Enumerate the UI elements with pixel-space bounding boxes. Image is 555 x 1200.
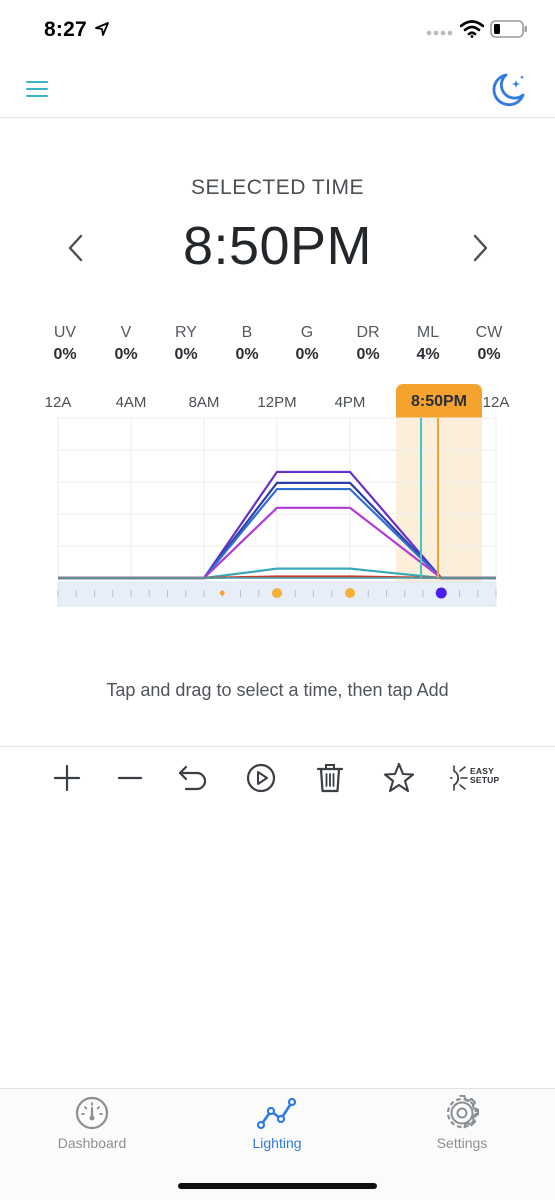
channel-name: V <box>120 324 132 341</box>
tick-label: 12A <box>482 394 510 411</box>
channel-name: RY <box>175 324 197 341</box>
action-toolbar: EASY SETUP <box>0 746 555 810</box>
favorite-star-icon[interactable] <box>382 761 416 795</box>
previous-time-chevron-icon[interactable] <box>62 230 88 266</box>
channel-value: 0% <box>53 346 77 363</box>
easy-setup-label: EASY SETUP <box>470 767 499 785</box>
channel-name: CW <box>475 324 503 341</box>
moon-stars-icon[interactable] <box>488 70 528 110</box>
tab-lighting[interactable]: Lighting <box>217 1095 337 1165</box>
tab-dashboard[interactable]: Dashboard <box>32 1095 152 1165</box>
channel-name: ML <box>416 324 440 341</box>
cellular-signal-icon <box>426 30 453 36</box>
tab-label: Lighting <box>252 1135 302 1151</box>
instruction-hint: Tap and drag to select a time, then tap … <box>106 680 449 700</box>
hamburger-menu-icon[interactable] <box>25 78 49 100</box>
channel-b: B 0% <box>217 324 277 364</box>
sun-dot-noon <box>272 588 282 598</box>
channel-name: DR <box>356 324 380 341</box>
channel-dr: DR 0% <box>338 324 398 364</box>
location-arrow-icon <box>95 22 109 36</box>
channel-name: G <box>300 324 314 341</box>
add-icon[interactable] <box>50 761 84 795</box>
tick-label: 12A <box>44 394 72 411</box>
channel-value: 0% <box>356 346 380 363</box>
tick-label: 8AM <box>188 394 220 411</box>
time-axis: 12A 4AM 8AM 12PM 4PM 12A <box>0 392 555 416</box>
selected-time-value: 8:50PM <box>182 216 373 276</box>
channel-value: 0% <box>174 346 198 363</box>
channel-value: 4% <box>416 346 440 363</box>
wifi-icon <box>460 20 484 38</box>
status-time: 8:27 <box>44 18 87 41</box>
battery-icon <box>490 20 527 38</box>
easy-setup-line1: EASY <box>470 766 494 776</box>
tick-label: 4PM <box>334 394 366 411</box>
selected-time-badge[interactable]: 8:50PM <box>396 384 482 418</box>
tick-label: 12PM <box>257 394 297 411</box>
gear-icon <box>446 1095 480 1129</box>
tick-label: 4AM <box>115 394 147 411</box>
tab-label: Settings <box>436 1135 488 1151</box>
lighting-schedule-chart[interactable] <box>0 416 555 612</box>
channel-ry: RY 0% <box>156 324 216 364</box>
channel-uv: UV 0% <box>35 324 95 364</box>
selected-time-label: SELECTED TIME <box>191 176 364 199</box>
easy-setup-line2: SETUP <box>470 775 500 785</box>
channel-value: 0% <box>235 346 259 363</box>
channel-ml: ML 4% <box>398 324 458 364</box>
channel-cw: CW 0% <box>459 324 519 364</box>
channel-v: V 0% <box>96 324 156 364</box>
remove-icon[interactable] <box>113 761 147 795</box>
easy-setup-button[interactable]: EASY SETUP <box>450 761 510 795</box>
channel-values: UV 0% V 0% RY 0% B 0% G 0% DR 0% ML 4% C… <box>35 324 525 368</box>
trash-icon[interactable] <box>313 761 347 795</box>
play-icon[interactable] <box>244 761 278 795</box>
gauge-icon <box>75 1096 109 1130</box>
next-time-chevron-icon[interactable] <box>468 230 494 266</box>
light-burst-icon <box>450 765 468 791</box>
channel-g: G 0% <box>277 324 337 364</box>
sun-dot-afternoon <box>345 588 355 598</box>
status-bar: 8:27 <box>0 0 555 60</box>
bottom-tab-bar: Dashboard Lighting Settings <box>0 1088 555 1200</box>
channel-value: 0% <box>295 346 319 363</box>
top-navigation-bar <box>0 60 555 118</box>
channel-value: 0% <box>114 346 138 363</box>
undo-icon[interactable] <box>176 761 210 795</box>
channel-name: B <box>241 324 253 341</box>
sunrise-dot <box>219 590 225 596</box>
home-indicator <box>178 1183 377 1189</box>
channel-value: 0% <box>477 346 501 363</box>
line-chart-icon <box>257 1097 297 1130</box>
moon-dot <box>435 587 447 599</box>
tab-settings[interactable]: Settings <box>402 1095 522 1165</box>
tab-label: Dashboard <box>57 1135 127 1151</box>
channel-name: UV <box>53 324 77 341</box>
